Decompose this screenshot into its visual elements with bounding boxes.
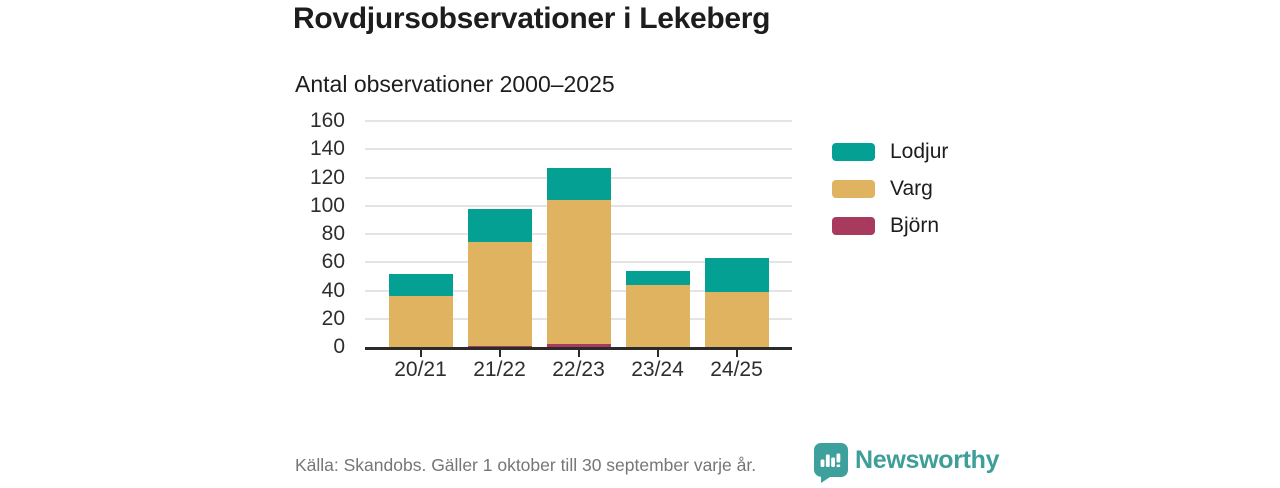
x-axis-tick xyxy=(577,350,580,357)
bar-21-22 xyxy=(467,208,532,347)
newsworthy-logo: Newsworthy xyxy=(814,443,1000,488)
x-axis-tick xyxy=(419,350,422,357)
legend-item-lodjur: Lodjur xyxy=(832,140,948,164)
legend-label: Lodjur xyxy=(890,140,949,163)
segment-lodjur xyxy=(467,208,532,243)
y-axis-labels: 0 20 40 60 80 100 120 140 160 xyxy=(255,109,355,358)
segment-varg xyxy=(388,296,453,347)
chart-subtitle: Antal observationer 2000–2025 xyxy=(295,71,615,97)
x-axis-tick xyxy=(735,350,738,357)
segment-lodjur xyxy=(388,273,453,297)
x-tick-label: 23/24 xyxy=(631,358,684,381)
gridline xyxy=(365,120,792,122)
bar-20-21 xyxy=(388,273,453,347)
y-tick-label: 140 xyxy=(309,137,345,161)
segment-björn xyxy=(546,344,611,347)
bar-22-23 xyxy=(546,167,611,347)
segment-lodjur xyxy=(704,258,769,292)
page-title: Rovdjursobservationer i Lekeberg xyxy=(293,2,771,35)
legend-swatch-lodjur xyxy=(832,143,875,161)
y-tick-label: 0 xyxy=(333,335,345,358)
legend-item-varg: Varg xyxy=(832,177,948,201)
legend-swatch-bjorn xyxy=(832,217,875,235)
legend: Lodjur Varg Björn xyxy=(832,140,948,238)
y-tick-label: 160 xyxy=(309,109,345,132)
x-axis-labels: 20/21 21/22 22/23 23/24 24/25 xyxy=(365,358,792,386)
x-tick-label: 24/25 xyxy=(710,358,763,381)
bar-23-24 xyxy=(625,270,690,347)
y-tick-label: 120 xyxy=(309,165,345,189)
x-axis-tick xyxy=(656,350,659,357)
segment-varg xyxy=(546,200,611,345)
segment-varg xyxy=(625,284,690,347)
y-tick-label: 80 xyxy=(321,222,345,245)
segment-varg xyxy=(704,291,769,347)
x-tick-label: 21/22 xyxy=(473,358,526,381)
x-axis-tick xyxy=(498,350,501,357)
segment-varg xyxy=(467,242,532,346)
y-tick-label: 100 xyxy=(309,193,345,217)
source-note: Källa: Skandobs. Gäller 1 oktober till 3… xyxy=(295,455,757,475)
legend-swatch-varg xyxy=(832,180,875,198)
segment-lodjur xyxy=(625,270,690,285)
y-tick-label: 20 xyxy=(321,306,345,330)
legend-label: Björn xyxy=(890,214,940,237)
segment-lodjur xyxy=(546,167,611,201)
bar-24-25 xyxy=(704,258,769,347)
y-tick-label: 40 xyxy=(321,278,345,302)
segment-björn xyxy=(467,345,532,347)
x-tick-label: 22/23 xyxy=(552,358,605,381)
gridline xyxy=(365,148,792,151)
x-tick-label: 20/21 xyxy=(394,358,447,381)
newsworthy-logo-icon xyxy=(814,443,848,488)
legend-item-bjorn: Björn xyxy=(832,214,948,238)
plot-area xyxy=(365,120,792,357)
newsworthy-wordmark: Newsworthy xyxy=(855,446,1000,474)
legend-label: Varg xyxy=(890,177,933,200)
y-tick-label: 60 xyxy=(321,250,345,274)
